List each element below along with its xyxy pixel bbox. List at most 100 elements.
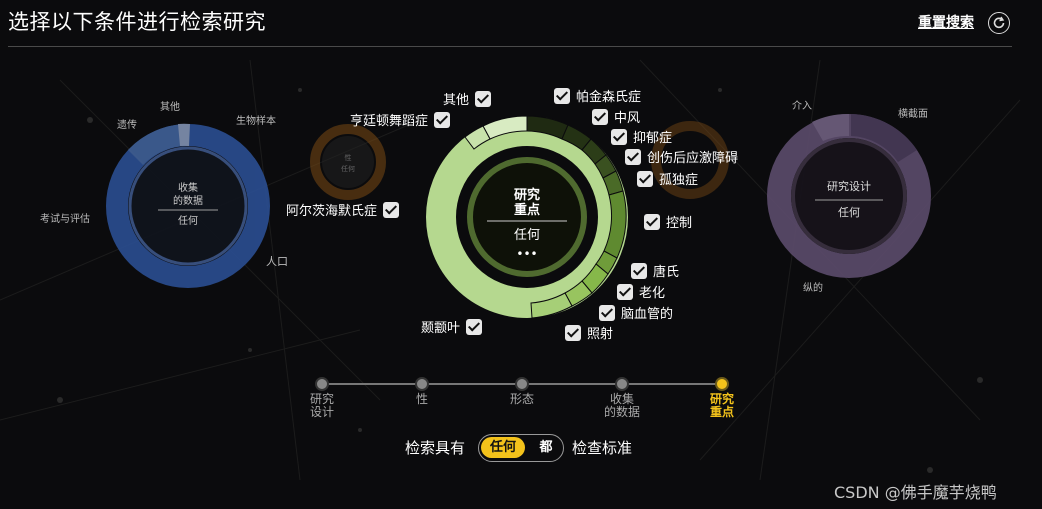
checkbox-aging[interactable]: 老化 [617, 282, 665, 301]
checkbox-box[interactable] [611, 128, 627, 145]
checkbox-alzheimers[interactable]: 阿尔茨海默氏症 [286, 200, 400, 219]
reset-search-link[interactable]: 重置搜索 [918, 15, 974, 31]
right-ring-center-value: 任何 [838, 206, 860, 219]
step-label-line: 形态 [509, 392, 534, 406]
checkbox-control[interactable]: 控制 [644, 212, 692, 231]
checkbox-stroke[interactable]: 中风 [592, 107, 640, 126]
step-label-line: 研究 [309, 392, 334, 406]
checkbox-other[interactable]: 其他 [443, 89, 492, 108]
center-value: 任何 [514, 227, 540, 243]
ring-segment-interventional[interactable] [812, 113, 849, 141]
center-title-line1: 研究 [514, 187, 540, 203]
left-label-exams: 考试与评估 [40, 212, 90, 225]
toggle-suffix: 检查标准 [572, 439, 633, 457]
checkbox-label: 唐氏 [653, 265, 680, 280]
sex-ring-center-label: 性 [345, 153, 352, 162]
checkbox-huntington[interactable]: 亨廷顿舞蹈症 [350, 110, 451, 129]
research-focus-ring[interactable]: 研究 重点 任何 ••• [426, 115, 628, 319]
checkbox-label: 颞颥叶 [421, 321, 461, 336]
toggle-option-all[interactable]: 都 [539, 440, 553, 455]
collected-data-ring[interactable]: 收集 的数据 任何 [106, 123, 270, 288]
checkbox-box[interactable] [617, 283, 633, 300]
checkbox-ptsd[interactable]: 创伤后应激障碍 [625, 147, 738, 166]
toggle-prefix: 检索具有 [405, 439, 466, 457]
checkbox-autism[interactable]: 孤独症 [637, 169, 698, 188]
ring-segment-other-center[interactable] [482, 115, 528, 140]
checkbox-box[interactable] [637, 170, 653, 187]
step-label-modality[interactable]: 形态 [492, 393, 552, 406]
study-design-ring[interactable]: 研究设计 任何 [767, 113, 931, 278]
step-label-line: 的数据 [603, 405, 640, 419]
right-label-cross-sectional: 横截面 [898, 107, 928, 120]
checkbox-box[interactable] [434, 111, 451, 128]
checkbox-box[interactable] [383, 201, 400, 218]
checkbox-temporal-lobe[interactable]: 颞颥叶 [421, 317, 483, 336]
sex-ring[interactable]: 性 任何 [310, 124, 386, 200]
left-label-population: 人口 [266, 255, 288, 268]
step-label-study-design[interactable]: 研究 设计 [292, 393, 352, 419]
step-label-line: 性 [415, 392, 428, 406]
ring-segment-genetics[interactable] [128, 123, 188, 165]
step-label-research-focus[interactable]: 研究 重点 [692, 393, 752, 419]
left-label-biosample: 生物样本 [236, 114, 276, 127]
step-label-line: 收集 [609, 392, 634, 406]
left-ring-center-value: 任何 [178, 214, 198, 227]
checkbox-box[interactable] [644, 213, 660, 230]
left-ring-center-line2: 的数据 [173, 194, 203, 207]
ring-segment-other[interactable] [178, 123, 190, 146]
step-dot-sex[interactable] [415, 377, 429, 391]
header-divider [8, 46, 1012, 47]
step-dot-modality[interactable] [515, 377, 529, 391]
step-label-line: 设计 [309, 405, 334, 419]
checkbox-box[interactable] [599, 304, 615, 321]
ring-segment-cross-sectional[interactable] [851, 114, 917, 162]
modality-ring[interactable] [651, 121, 729, 199]
checkbox-box[interactable] [625, 148, 641, 165]
checkbox-box[interactable] [475, 90, 492, 107]
reset-icon[interactable] [988, 12, 1010, 34]
checkbox-box[interactable] [592, 108, 608, 125]
left-label-genetics: 遗传 [117, 118, 137, 131]
ring-segment-huntington[interactable] [464, 125, 491, 150]
step-dot-collected-data[interactable] [615, 377, 629, 391]
right-label-longitudinal: 纵的 [803, 281, 823, 294]
checkbox-cerebrovascular[interactable]: 脑血管的 [599, 303, 673, 322]
checkbox-label: 其他 [443, 93, 470, 108]
checkbox-parkinsons[interactable]: 帕金森氏症 [554, 86, 641, 105]
step-dot-research-focus[interactable] [715, 377, 729, 391]
right-ring-center-label: 研究设计 [827, 179, 871, 193]
toggle-option-any[interactable]: 任何 [481, 437, 525, 458]
checkbox-label: 照射 [587, 327, 614, 342]
checkbox-label: 亨廷顿舞蹈症 [350, 114, 429, 129]
checkbox-depression[interactable]: 抑郁症 [611, 127, 672, 146]
ring-segment-radiation[interactable] [530, 292, 573, 319]
checkbox-down-syndrome[interactable]: 唐氏 [631, 261, 679, 280]
checkbox-label: 控制 [666, 216, 693, 231]
checkbox-label: 抑郁症 [633, 131, 673, 146]
checkbox-label: 老化 [639, 286, 666, 301]
match-mode-toggle[interactable]: 任何 都 [478, 434, 564, 462]
step-dot-study-design[interactable] [315, 377, 329, 391]
checkbox-box[interactable] [631, 262, 647, 279]
checkbox-box[interactable] [466, 318, 483, 335]
step-label-collected-data[interactable]: 收集 的数据 [592, 393, 652, 419]
checkbox-label: 阿尔茨海默氏症 [286, 204, 378, 219]
watermark: CSDN @佛手魔芋烧鸭 [834, 483, 997, 502]
right-label-interventional: 介入 [792, 100, 812, 112]
checkbox-label: 孤独症 [659, 173, 699, 188]
checkbox-label: 帕金森氏症 [576, 90, 642, 105]
left-label-other: 其他 [160, 100, 180, 113]
checkbox-radiation[interactable]: 照射 [565, 323, 613, 342]
checkbox-box[interactable] [565, 324, 581, 341]
center-more-dots: ••• [516, 247, 537, 261]
checkbox-label: 中风 [614, 111, 641, 126]
checkbox-label: 创伤后应激障碍 [647, 151, 739, 166]
page-title: 选择以下条件进行检索研究 [8, 10, 266, 34]
step-label-line: 重点 [709, 405, 734, 419]
step-label-sex[interactable]: 性 [392, 393, 452, 406]
checkbox-label: 脑血管的 [621, 307, 674, 322]
step-label-line: 研究 [709, 392, 734, 406]
center-title-line2: 重点 [514, 202, 540, 218]
checkbox-box[interactable] [554, 87, 570, 104]
